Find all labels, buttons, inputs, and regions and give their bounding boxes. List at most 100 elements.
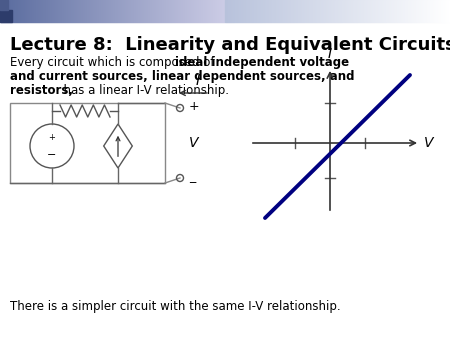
Bar [219,0,220,22]
Bar [80,0,81,22]
Bar [422,0,423,22]
Bar [383,0,384,22]
Bar [429,0,430,22]
Bar [274,0,275,22]
Bar [415,0,416,22]
Bar [308,0,309,22]
Bar [114,0,115,22]
Bar [431,0,432,22]
Bar [169,0,170,22]
Bar [138,0,139,22]
Bar [161,0,162,22]
Bar [100,0,101,22]
Bar [12,0,13,22]
Bar [359,0,360,22]
Bar [333,0,334,22]
Bar [50,0,51,22]
Bar [227,0,228,22]
Text: _: _ [189,170,195,184]
Bar [408,0,409,22]
Bar [5,0,6,22]
Bar [296,0,297,22]
Text: ideal independent voltage: ideal independent voltage [175,56,349,69]
Text: There is a simpler circuit with the same I-V relationship.: There is a simpler circuit with the same… [10,300,341,313]
Bar [435,0,436,22]
Bar [354,0,355,22]
Bar [301,0,302,22]
Bar [385,0,386,22]
Bar [37,0,38,22]
Bar [160,0,161,22]
Bar [297,0,298,22]
Bar [97,0,98,22]
Bar [245,0,246,22]
Bar [256,0,257,22]
Bar [299,0,300,22]
Bar [9,0,10,22]
Bar [205,0,206,22]
Bar [149,0,150,22]
Bar [166,0,167,22]
Bar [317,0,318,22]
Bar [67,0,68,22]
Bar [382,0,383,22]
Bar [176,0,177,22]
Bar [303,0,304,22]
Bar [98,0,99,22]
Bar [372,0,373,22]
Bar [144,0,145,22]
Bar [45,0,46,22]
Bar [417,0,418,22]
Bar [18,0,19,22]
Bar [269,0,270,22]
Bar [217,0,218,22]
Bar [13,0,14,22]
Bar [293,0,294,22]
Bar [418,0,419,22]
Bar [38,0,39,22]
Bar [257,0,258,22]
Bar [202,0,203,22]
Bar [66,0,67,22]
Bar [215,0,216,22]
Bar [6,0,7,22]
Bar [348,0,349,22]
Bar [266,0,267,22]
Bar [329,0,330,22]
Bar [174,0,175,22]
Bar [87,0,88,22]
Bar [285,0,286,22]
Bar [294,0,295,22]
Bar [428,0,429,22]
Bar [368,0,369,22]
Bar [78,0,79,22]
Bar [126,0,127,22]
Bar [212,0,213,22]
Bar [47,0,48,22]
Bar [1,0,2,22]
Bar [178,0,179,22]
Bar [275,0,276,22]
Bar [141,0,142,22]
Text: and current sources, linear dependent sources, and: and current sources, linear dependent so… [10,70,355,83]
Bar [360,0,361,22]
Bar [401,0,402,22]
Bar [91,0,92,22]
Bar [249,0,250,22]
Bar [261,0,262,22]
Bar [376,0,377,22]
Bar [309,0,310,22]
Bar [181,0,182,22]
Bar [185,0,186,22]
Text: Every circuit which is composed of: Every circuit which is composed of [10,56,218,69]
Bar [302,0,303,22]
Bar [403,0,404,22]
Bar [343,0,344,22]
Bar [404,0,405,22]
Bar [56,0,57,22]
Bar [281,0,282,22]
Bar [254,0,255,22]
Bar [238,0,239,22]
Bar [374,0,375,22]
Bar [255,0,256,22]
